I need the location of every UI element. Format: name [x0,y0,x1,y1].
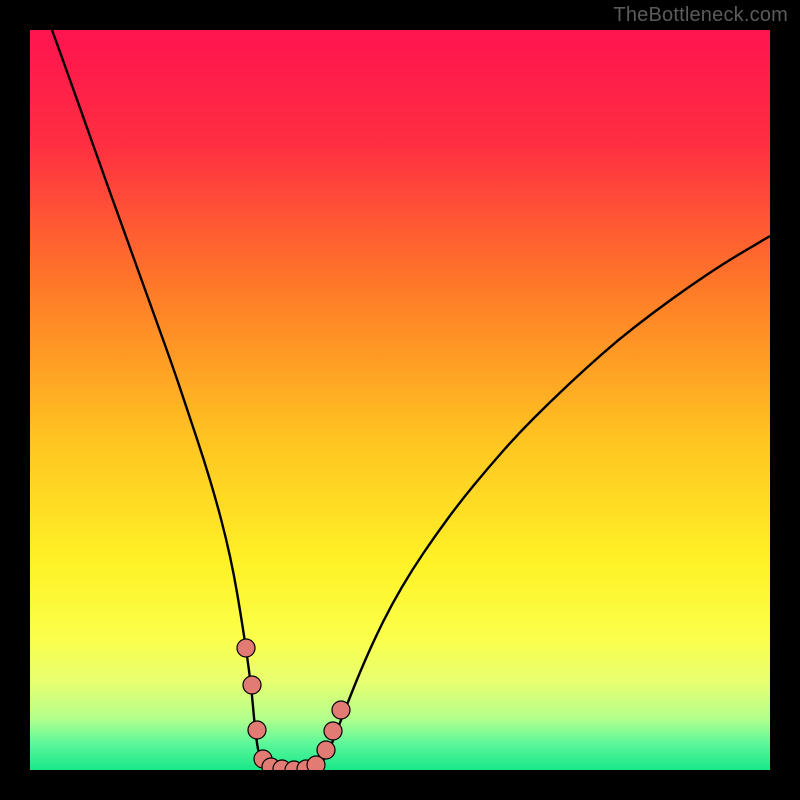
marker-point [243,676,261,694]
chart-plot-area [30,30,770,770]
right-curve [310,236,770,770]
marker-point [317,741,335,759]
watermark-text: TheBottleneck.com [613,4,788,27]
left-curve [52,30,274,770]
marker-point [332,701,350,719]
marker-point [237,639,255,657]
marker-point [248,721,266,739]
chart-svg-layer [30,30,770,770]
marker-point [324,722,342,740]
